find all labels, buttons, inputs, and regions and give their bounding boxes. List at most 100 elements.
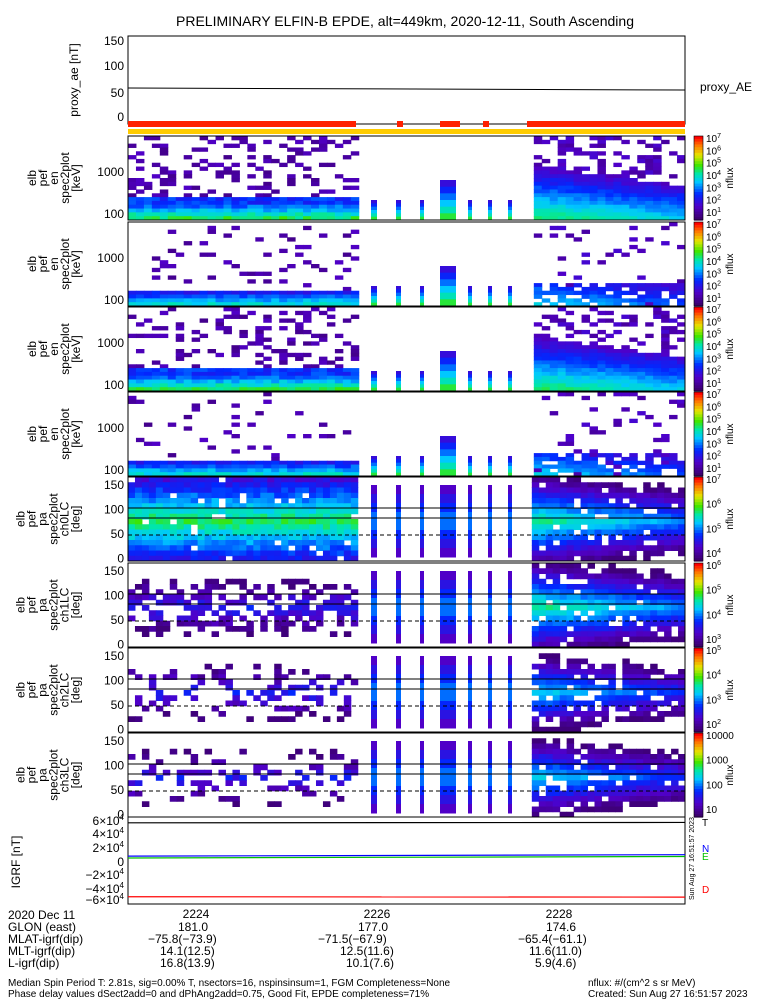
table-cell: 12.5(11.6): [340, 944, 394, 958]
axis-ylabel-line: pef: [25, 596, 39, 613]
pitch-angle-panel: 150100500elbpefpaspec2plotch2LC[deg]1051…: [14, 645, 737, 737]
colorbar-tick: 106: [706, 499, 721, 511]
table-cell: 16.8(13.9): [160, 956, 215, 970]
colorbar-tick: 101: [706, 463, 721, 475]
pitch-ytick: 100: [104, 674, 124, 688]
axis-ylabel-line: pef: [25, 510, 39, 527]
axis-ylabel-line: spec2plot: [58, 408, 72, 460]
table-cell: −75.8(−73.9): [148, 932, 217, 946]
axis-ylabel-line: pef: [36, 340, 50, 357]
colorbar-tick: 105: [706, 523, 721, 535]
energy-ytick: 1000: [97, 336, 124, 350]
colorbar-tick: 107: [706, 133, 721, 145]
colorbar-tick: 103: [706, 182, 721, 194]
created-rotated: Sun Aug 27 16:51:57 2023: [689, 817, 696, 900]
colorbar-tick: 103: [706, 353, 721, 365]
energy-ytick: 100: [104, 378, 124, 392]
colorbar-tick: 103: [706, 438, 721, 450]
colorbar-tick: 105: [706, 244, 721, 256]
energy-spectrogram-panel: 1000100elbpefenspec2plot[keV]10710610510…: [25, 219, 736, 307]
igrf-legend-E: E: [702, 852, 709, 863]
axis-ylabel-line: en: [47, 257, 61, 270]
axis-ylabel-line: elb: [25, 256, 39, 272]
colorbar-tick: 106: [706, 560, 721, 572]
table-label: MLAT-igrf(dip): [8, 932, 84, 946]
colorbar: 10000 1000 100 10 nflux: [693, 731, 736, 818]
energy-spectrogram-panel: 1000100elbpefenspec2plot[keV]10710610510…: [25, 389, 736, 477]
colorbar-tick: 10: [706, 805, 718, 816]
energy-ytick: 1000: [97, 251, 124, 265]
pitch-ytick: 50: [111, 613, 125, 627]
colorbar-label: nflux: [725, 423, 736, 444]
igrf-legend-N: N: [702, 844, 709, 855]
colorbar-tick: 104: [706, 426, 721, 438]
axis-ylabel-line: pa: [36, 598, 50, 612]
energy-ytick: 1000: [97, 421, 124, 435]
proxy-ae-ytick: 100: [104, 59, 124, 73]
colorbar-label: nflux: [725, 508, 736, 529]
table-cell: 174.6: [546, 920, 577, 934]
table-label: MLT-igrf(dip): [8, 944, 76, 958]
igrf-ytick: −4×104: [86, 881, 125, 896]
time-tick: 2226: [364, 907, 391, 921]
axis-ylabel-line: en: [47, 427, 61, 440]
axis-ylabel-line: elb: [14, 597, 28, 613]
igrf-ylabel: IGRF [nT]: [9, 836, 23, 889]
pitch-ytick: 50: [111, 698, 125, 712]
pitch-ytick: 150: [104, 564, 124, 578]
axis-ylabel-line: ch3LC: [58, 757, 72, 792]
axis-ylabel-line: spec2plot: [47, 493, 61, 545]
table-label: GLON (east): [8, 920, 77, 934]
energy-spectrogram-panel: 1000100elbpefenspec2plot[keV]10710610510…: [25, 133, 736, 221]
igrf-ytick: −2×104: [86, 867, 125, 882]
colorbar-label: nflux: [725, 338, 736, 359]
pitch-angle-panel: 150100500elbpefpaspec2plotch0LC[deg]1071…: [14, 474, 737, 566]
colorbar-tick: 105: [706, 585, 721, 597]
colorbar-tick: 107: [706, 304, 721, 316]
colorbar-tick: 104: [706, 170, 721, 182]
colorbar-tick: 102: [706, 451, 721, 463]
colorbar-label: nflux: [725, 253, 736, 274]
igrf-legend-D: D: [702, 885, 709, 896]
science-zone-bars: [128, 121, 685, 134]
pitch-ytick: 150: [104, 478, 124, 492]
colorbar-tick: 106: [706, 145, 721, 157]
pitch-ytick: 0: [117, 723, 124, 737]
pitch-ytick: 150: [104, 649, 124, 663]
time-tick: 2228: [546, 907, 573, 921]
pitch-ytick: 0: [117, 638, 124, 652]
axis-ylabel-line: spec2plot: [47, 749, 61, 801]
plot-title: PRELIMINARY ELFIN-B EPDE, alt=449km, 202…: [176, 13, 634, 29]
colorbar-tick: 102: [706, 366, 721, 378]
axis-ylabel-line: [keV]: [69, 335, 83, 362]
colorbar-label: nflux: [725, 594, 736, 615]
pitch-ytick: 100: [104, 589, 124, 603]
colorbar-tick: 106: [706, 231, 721, 243]
axis-ylabel-line: spec2plot: [47, 664, 61, 716]
axis-ylabel-line: pef: [25, 766, 39, 783]
axis-ylabel-line: [keV]: [69, 250, 83, 277]
axis-ylabel-line: pa: [36, 683, 50, 697]
axis-ylabel-line: pef: [36, 169, 50, 186]
proxy-ae-panel: 150 100 50 0 proxy_ae [nT] proxy_AE: [67, 34, 752, 125]
igrf-ytick: 0: [117, 855, 124, 869]
colorbar-tick: 1000: [706, 756, 729, 767]
axis-ylabel-line: [deg]: [69, 506, 83, 533]
colorbar-tick: 102: [706, 719, 721, 731]
energy-ytick: 100: [104, 207, 124, 221]
colorbar-tick: 105: [706, 645, 721, 657]
axis-ylabel-line: elb: [25, 426, 39, 442]
colorbar-tick: 105: [706, 414, 721, 426]
colorbar-tick: 104: [706, 670, 721, 682]
axis-ylabel-line: pa: [36, 768, 50, 782]
footer-created: Created: Sun Aug 27 16:51:57 2023: [588, 989, 748, 1000]
axis-ylabel-line: pef: [25, 681, 39, 698]
colorbar-tick: 100: [706, 780, 723, 791]
pitch-ytick: 50: [111, 527, 125, 541]
